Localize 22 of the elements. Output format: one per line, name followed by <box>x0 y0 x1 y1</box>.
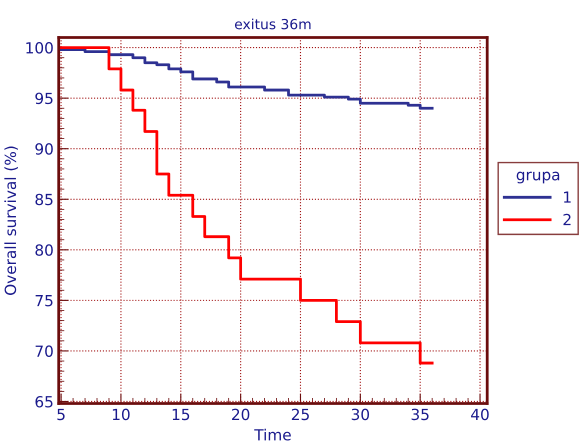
x-tick-label: 30 <box>352 408 370 420</box>
x-tick-label: 10 <box>112 408 130 420</box>
y-tick-label: 65 <box>35 396 53 408</box>
x-tick-label: 35 <box>412 408 429 420</box>
x-axis-title: Time <box>254 428 291 441</box>
legend-label: 1 <box>564 192 571 203</box>
y-tick-label: 70 <box>36 345 53 357</box>
y-tick-label: 90 <box>35 143 53 155</box>
legend-label: 2 <box>563 214 571 226</box>
y-tick-label: 100 <box>26 42 53 54</box>
x-tick-label: 20 <box>232 408 250 420</box>
x-tick-label: 40 <box>471 408 489 420</box>
x-tick-label: 25 <box>292 408 309 420</box>
y-tick-label: 80 <box>35 244 53 256</box>
legend-title: grupa <box>516 172 560 184</box>
x-tick-label: 15 <box>172 408 190 420</box>
x-tick-label: 5 <box>57 408 65 420</box>
chart-title: exitus 36m <box>234 18 311 30</box>
y-tick-label: 75 <box>36 295 53 306</box>
y-tick-label: 95 <box>35 92 53 104</box>
y-axis-title: Overall survival (%) <box>4 146 18 295</box>
y-tick-label: 85 <box>35 194 53 206</box>
